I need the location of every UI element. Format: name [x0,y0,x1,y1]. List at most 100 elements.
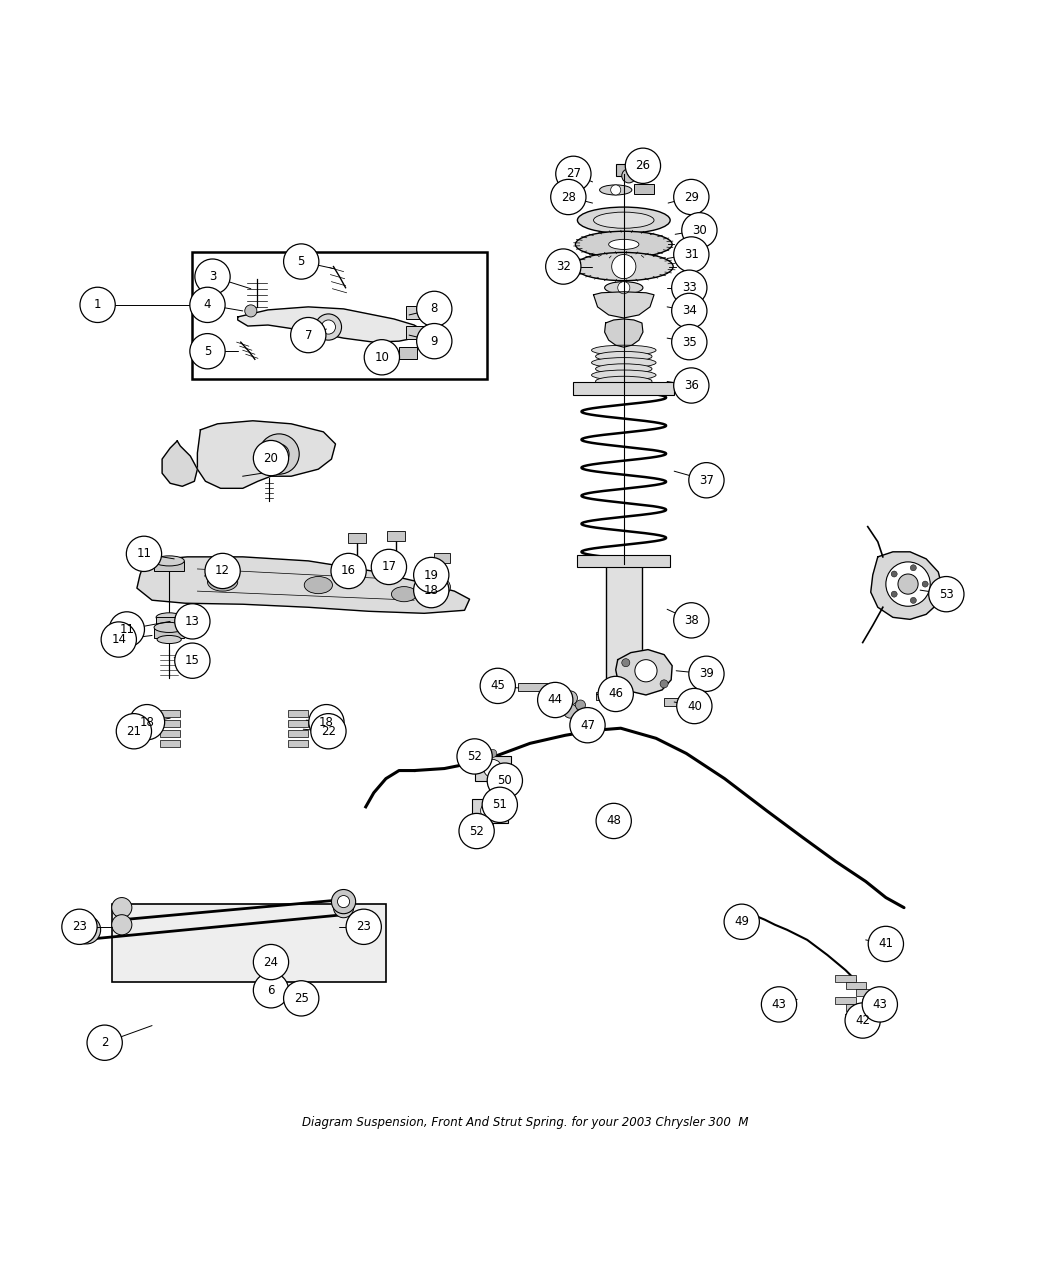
Polygon shape [162,441,197,486]
Circle shape [674,180,709,214]
Text: 21: 21 [126,724,142,738]
Circle shape [622,168,636,182]
Circle shape [284,244,319,279]
Text: 15: 15 [185,654,200,667]
Circle shape [486,792,494,799]
Circle shape [126,537,162,571]
Circle shape [190,287,225,323]
Circle shape [422,566,437,580]
Circle shape [922,581,928,586]
Polygon shape [593,292,654,317]
Polygon shape [237,307,424,342]
Text: 38: 38 [684,613,698,627]
Circle shape [910,598,917,603]
Circle shape [570,708,605,743]
Bar [518,683,548,691]
Text: 12: 12 [215,565,230,578]
Bar [160,627,178,638]
Ellipse shape [591,346,656,356]
Bar [578,555,670,567]
Circle shape [488,779,497,788]
Circle shape [724,904,759,940]
Circle shape [480,668,516,704]
Text: 5: 5 [204,344,211,358]
Circle shape [62,909,97,945]
Text: 4: 4 [204,298,211,311]
Circle shape [622,659,630,667]
Text: 23: 23 [356,921,371,933]
Ellipse shape [574,252,673,280]
Circle shape [550,180,586,214]
Ellipse shape [208,572,237,592]
Bar [836,975,856,982]
Text: 44: 44 [548,694,563,706]
Circle shape [487,762,523,798]
Circle shape [435,579,450,595]
Circle shape [245,305,257,317]
Circle shape [111,898,132,918]
Text: 13: 13 [185,615,200,627]
Circle shape [481,802,499,820]
Bar [836,997,856,1005]
Circle shape [346,909,381,945]
Circle shape [253,440,289,476]
Bar [406,325,428,339]
Text: 49: 49 [734,915,750,928]
Text: 7: 7 [304,329,312,342]
Text: 43: 43 [873,998,887,1011]
Circle shape [575,700,586,710]
Bar [160,710,181,717]
Text: 18: 18 [424,584,439,597]
Circle shape [72,915,101,944]
Circle shape [672,293,707,329]
Bar [435,553,450,562]
Circle shape [253,973,289,1009]
Text: 34: 34 [681,305,697,317]
Text: 32: 32 [555,260,571,273]
Circle shape [674,368,709,403]
Circle shape [672,270,707,306]
Ellipse shape [575,231,672,258]
Circle shape [321,320,336,334]
Circle shape [332,890,356,914]
Text: 9: 9 [430,334,438,348]
Text: 50: 50 [498,774,512,787]
Circle shape [886,562,930,606]
Text: 22: 22 [321,724,336,738]
Text: 53: 53 [939,588,953,601]
Circle shape [482,787,518,822]
Text: 36: 36 [684,379,698,391]
Text: 47: 47 [580,719,595,732]
Circle shape [364,339,399,375]
Circle shape [626,148,660,184]
Text: 24: 24 [264,955,278,969]
Circle shape [555,156,591,191]
Bar [595,351,652,388]
Text: 8: 8 [430,302,438,315]
Circle shape [315,314,341,340]
Bar [111,904,386,982]
Bar [288,731,309,737]
Text: 46: 46 [608,687,624,700]
Circle shape [486,822,494,830]
Ellipse shape [600,185,632,195]
Bar [615,163,634,176]
Circle shape [417,324,452,358]
Ellipse shape [156,613,183,622]
Text: 26: 26 [635,159,650,172]
Text: 41: 41 [879,937,894,950]
Bar [475,756,511,780]
Circle shape [563,704,578,718]
Circle shape [253,945,289,979]
Ellipse shape [154,622,185,632]
Circle shape [414,572,449,608]
Text: 27: 27 [566,167,581,180]
Circle shape [129,705,165,739]
Circle shape [291,317,326,353]
Text: 14: 14 [111,632,126,646]
Circle shape [484,760,502,778]
Circle shape [611,185,621,195]
Bar [348,533,365,543]
Ellipse shape [595,352,652,362]
Circle shape [546,249,581,284]
